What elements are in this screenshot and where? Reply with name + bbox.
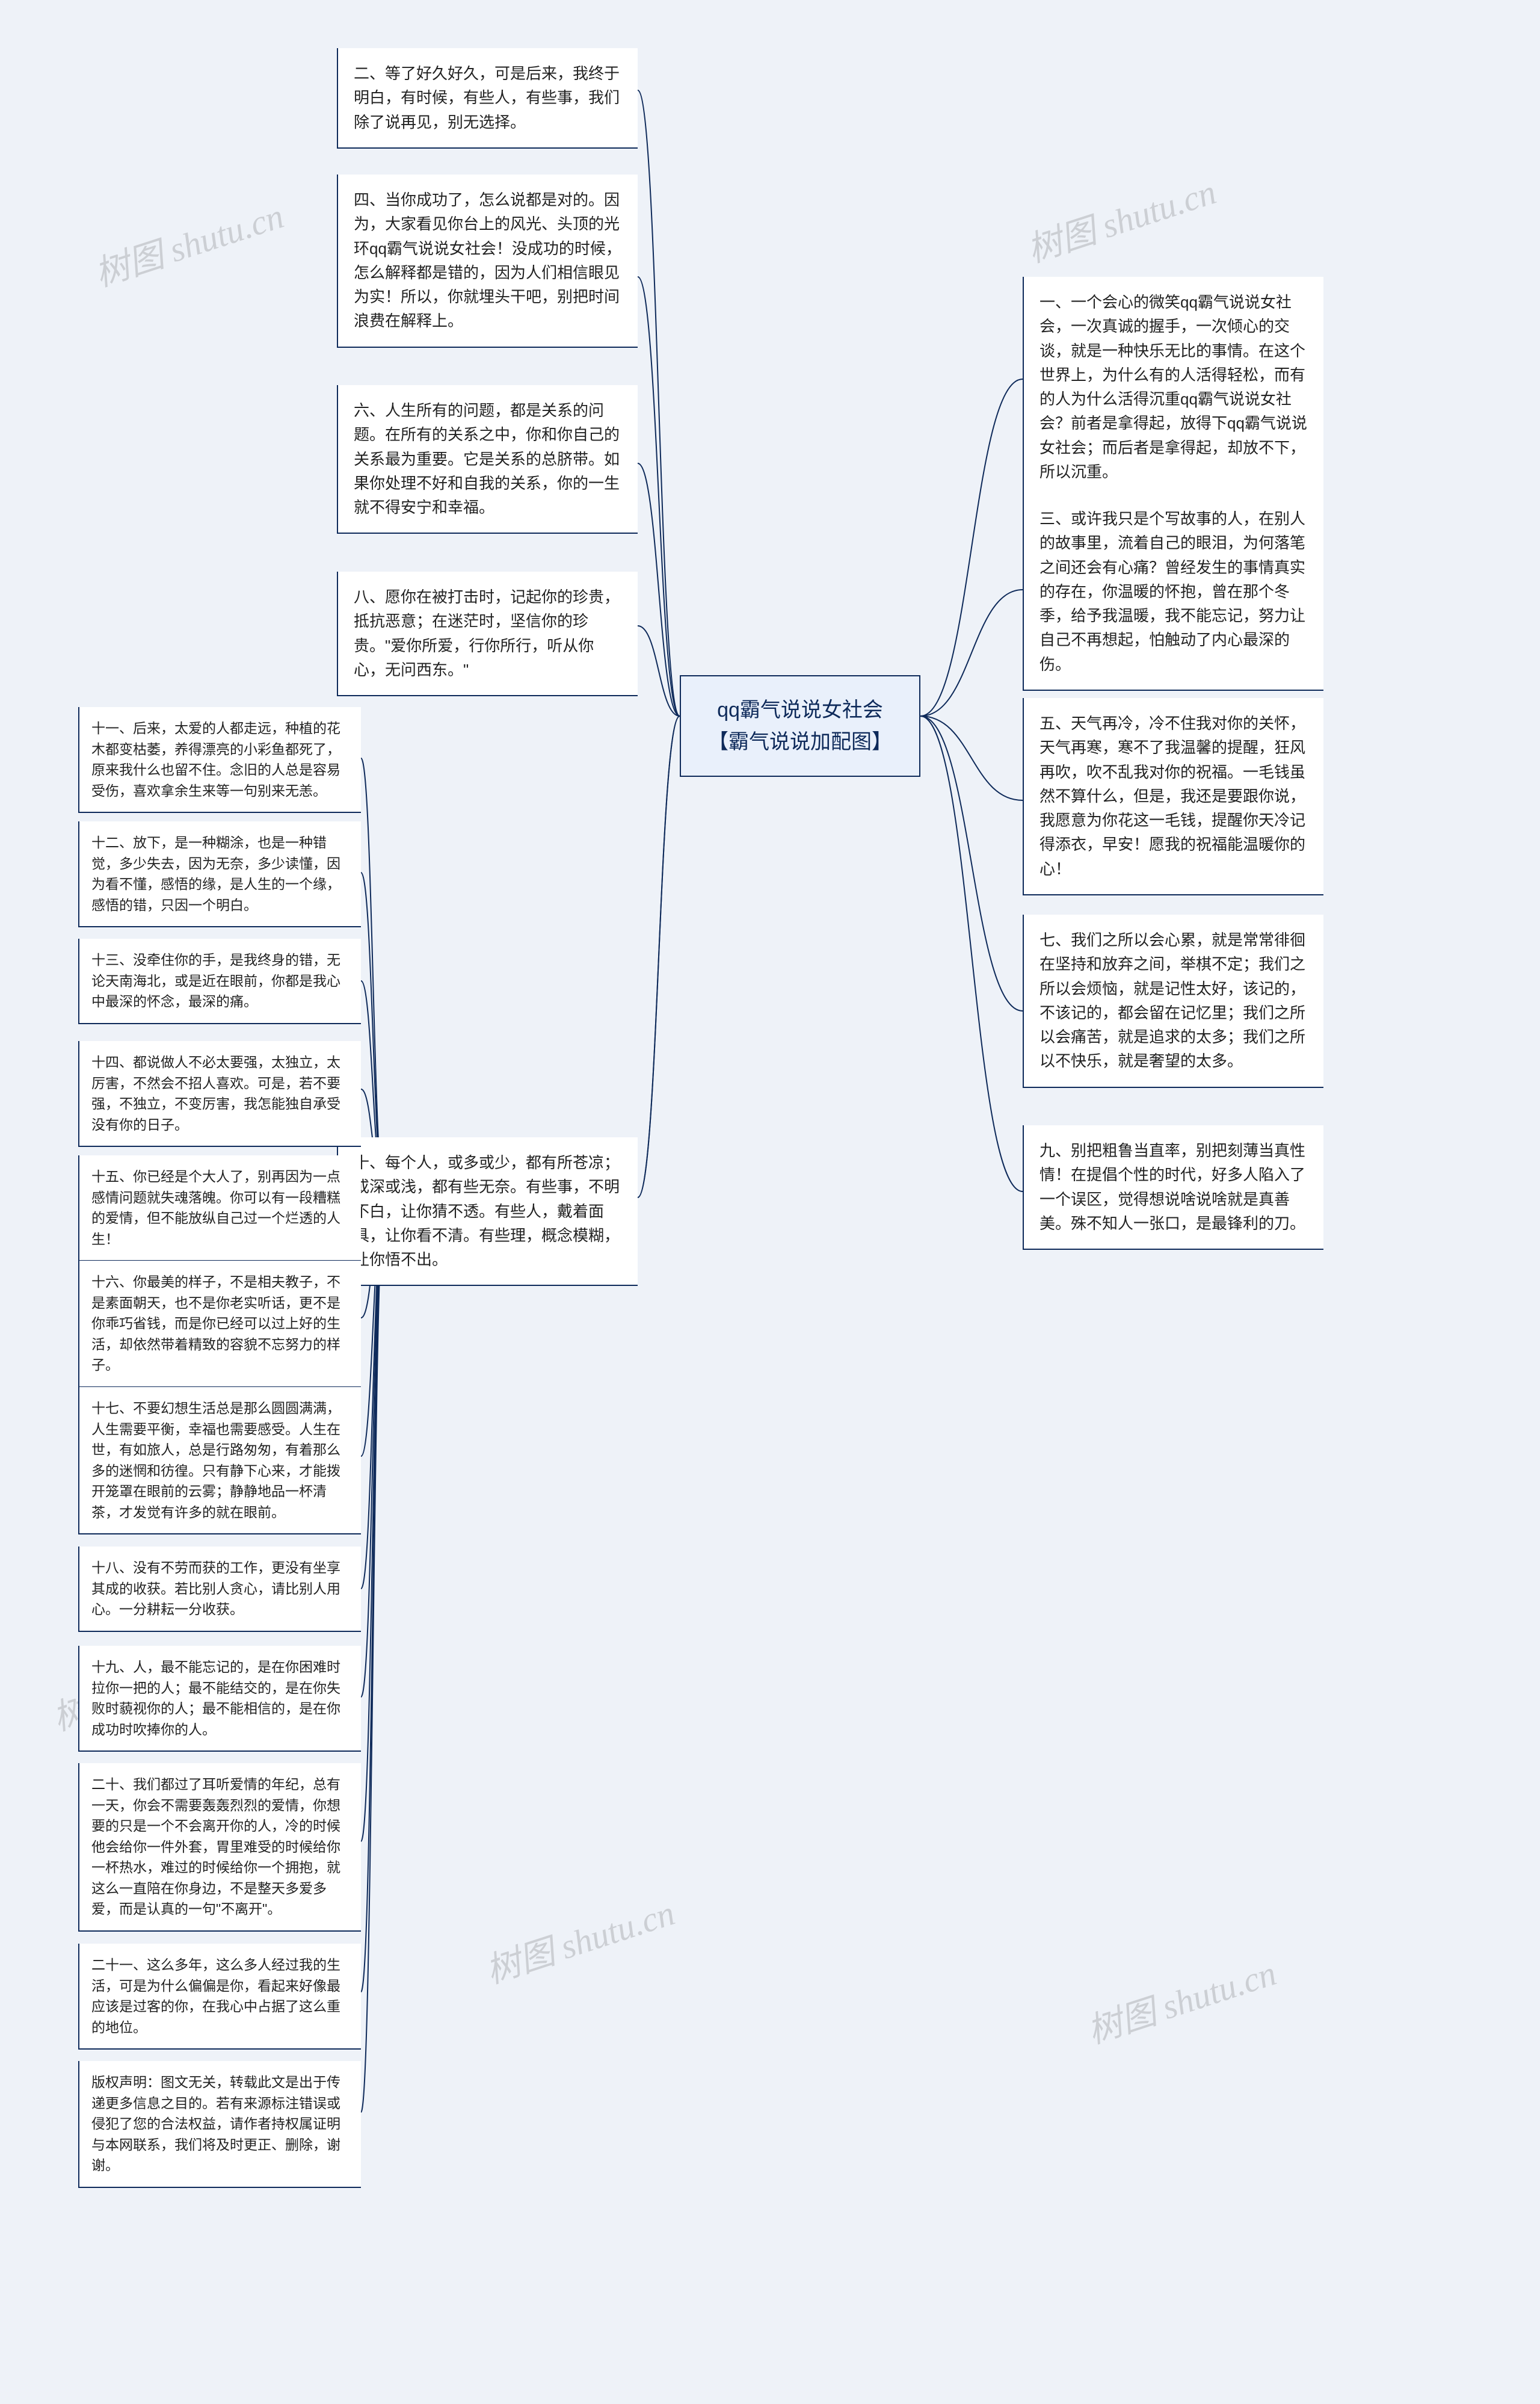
- branch-node-13: 十三、没牵住你的手，是我终身的错，无论天南海北，或是近在眼前，你都是我心中最深的…: [78, 939, 361, 1024]
- watermark: 树图 shutu.cn: [1020, 164, 1221, 272]
- branch-node-20: 二十、我们都过了耳听爱情的年纪，总有一天，你会不需要轰轰烈烈的爱情，你想要的只是…: [78, 1763, 361, 1932]
- branch-node-16: 十六、你最美的样子，不是相夫教子，不是素面朝天，也不是你老实听话，更不是你乖巧省…: [78, 1261, 361, 1388]
- center-node: qq霸气说说女社会【霸气说说加配图】: [680, 675, 920, 777]
- branch-node-4: 四、当你成功了，怎么说都是对的。因为，大家看见你台上的风光、头顶的光环qq霸气说…: [337, 175, 638, 348]
- branch-node-8: 八、愿你在被打击时，记起你的珍贵，抵抗恶意；在迷茫时，坚信你的珍贵。"爱你所爱，…: [337, 572, 638, 696]
- branch-node-12: 十二、放下，是一种糊涂，也是一种错觉，多少失去，因为无奈，多少读懂，因为看不懂，…: [78, 821, 361, 927]
- watermark: 树图 shutu.cn: [478, 1885, 680, 1993]
- watermark: 树图 shutu.cn: [87, 188, 289, 296]
- branch-node-3: 三、或许我只是个写故事的人，在别人的故事里，流着自己的眼泪，为何落笔之间还会有心…: [1023, 493, 1323, 691]
- branch-node-9: 九、别把粗鲁当直率，别把刻薄当真性情！在提倡个性的时代，好多人陷入了一个误区，觉…: [1023, 1125, 1323, 1250]
- branch-node-15: 十五、你已经是个大人了，别再因为一点感情问题就失魂落魄。你可以有一段糟糕的爱情，…: [78, 1155, 361, 1261]
- watermark: 树图 shutu.cn: [1080, 1945, 1281, 2053]
- branch-node-11: 十一、后来，太爱的人都走远，种植的花木都变枯萎，养得漂亮的小彩鱼都死了，原来我什…: [78, 707, 361, 813]
- branch-node-18: 十八、没有不劳而获的工作，更没有坐享其成的收获。若比别人贪心，请比别人用心。一分…: [78, 1547, 361, 1632]
- mindmap-canvas: 树图 shutu.cn 树图 shutu.cn 树图 shutu.cn 树图 s…: [0, 0, 1540, 2404]
- branch-node-5: 五、天气再冷，冷不住我对你的关怀，天气再寒，寒不了我温馨的提醒，狂风再吹，吹不乱…: [1023, 698, 1323, 895]
- branch-node-7: 七、我们之所以会心累，就是常常徘徊在坚持和放弃之间，举棋不定；我们之所以会烦恼，…: [1023, 915, 1323, 1088]
- branch-node-21: 二十一、这么多年，这么多人经过我的生活，可是为什么偏偏是你，看起来好像最应该是过…: [78, 1944, 361, 2050]
- branch-node-14: 十四、都说做人不必太要强，太独立，太厉害，不然会不招人喜欢。可是，若不要强，不独…: [78, 1041, 361, 1147]
- branch-node-19: 十九、人，最不能忘记的，是在你困难时拉你一把的人；最不能结交的，是在你失败时藐视…: [78, 1646, 361, 1752]
- branch-node-17: 十七、不要幻想生活总是那么圆圆满满，人生需要平衡，幸福也需要感受。人生在世，有如…: [78, 1387, 361, 1534]
- branch-node-6: 六、人生所有的问题，都是关系的问题。在所有的关系之中，你和你自己的关系最为重要。…: [337, 385, 638, 534]
- branch-node-2: 二、等了好久好久，可是后来，我终于明白，有时候，有些人，有些事，我们除了说再见，…: [337, 48, 638, 149]
- branch-node-10: 十、每个人，或多或少，都有所苍凉；或深或浅，都有些无奈。有些事，不明不白，让你猜…: [337, 1137, 638, 1286]
- branch-node-copyright: 版权声明：图文无关，转载此文是出于传递更多信息之目的。若有来源标注错误或侵犯了您…: [78, 2061, 361, 2188]
- branch-node-1: 一、一个会心的微笑qq霸气说说女社会，一次真诚的握手，一次倾心的交谈，就是一种快…: [1023, 277, 1323, 498]
